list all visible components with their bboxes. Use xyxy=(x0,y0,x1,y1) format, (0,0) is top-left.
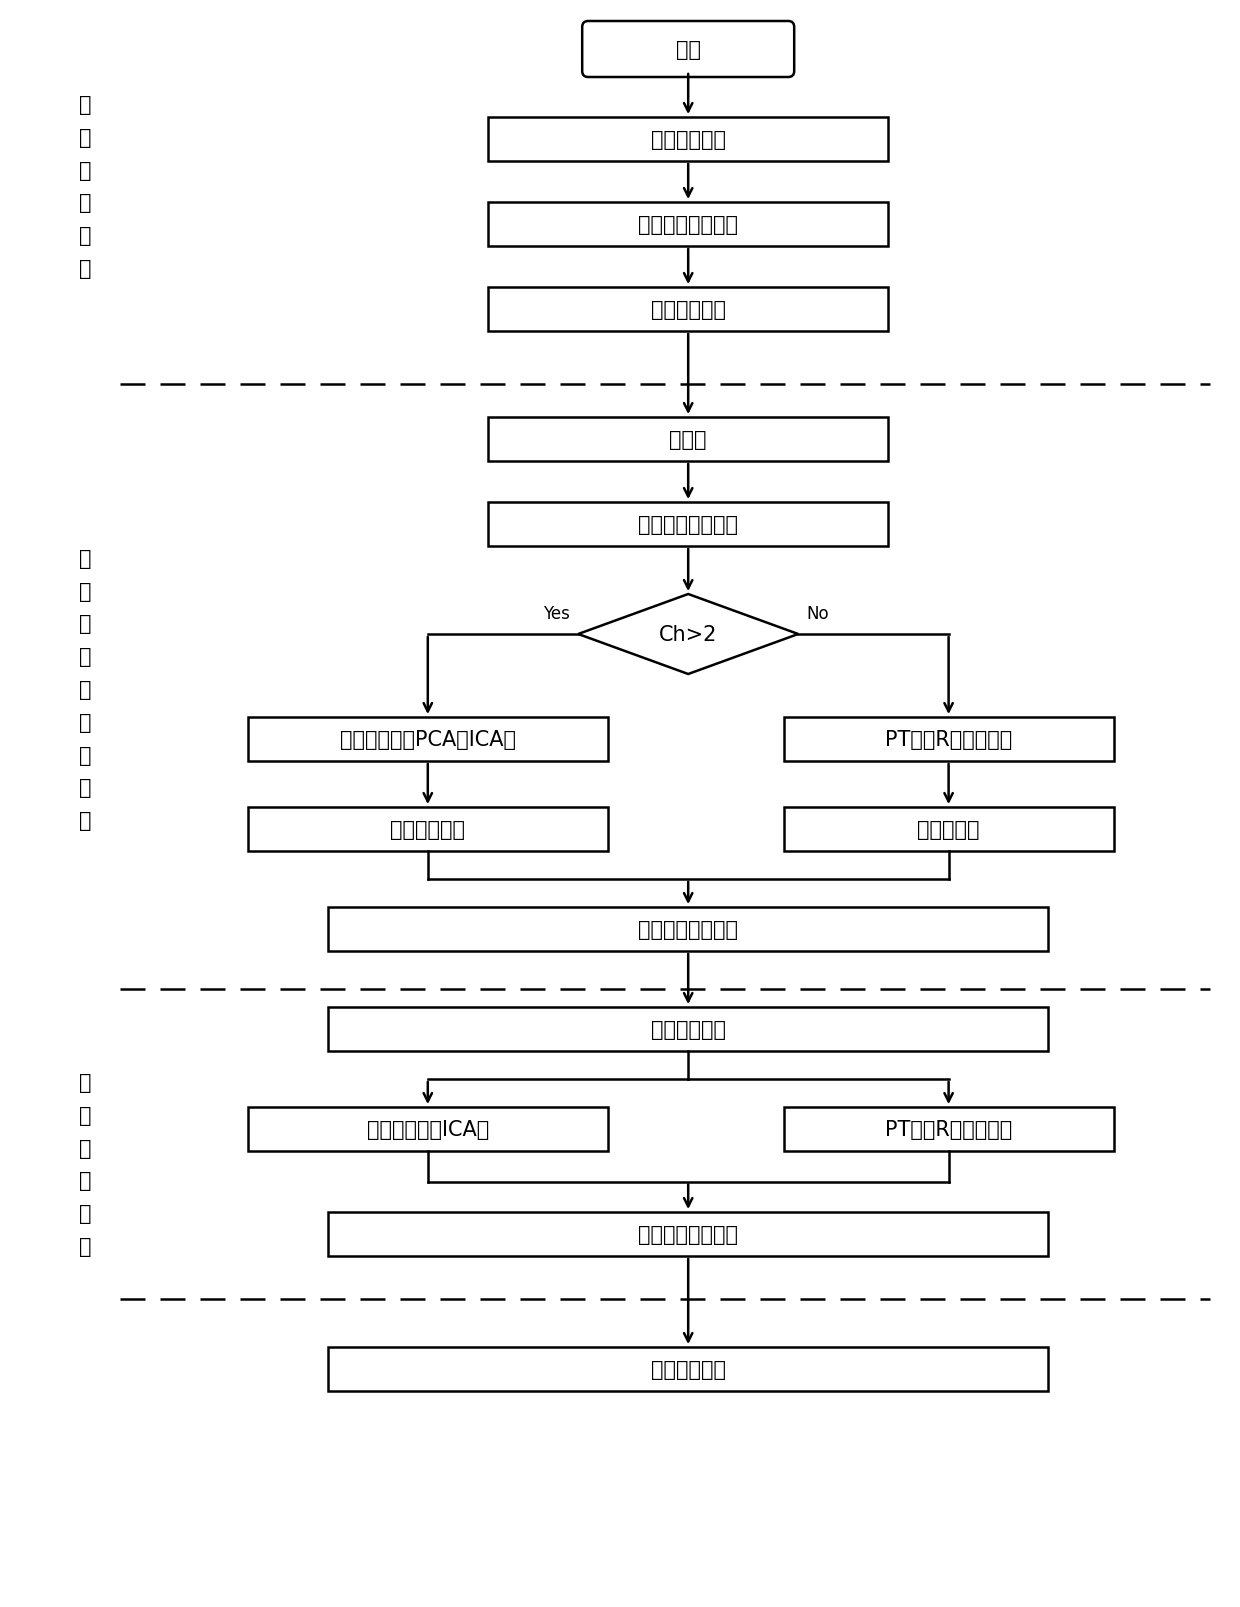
Text: 无线通讯模块: 无线通讯模块 xyxy=(651,1360,725,1379)
Text: PT算法R波峰值定位: PT算法R波峰值定位 xyxy=(885,730,1012,749)
Text: 母体信号分析处理: 母体信号分析处理 xyxy=(639,919,738,940)
Text: 按图示贴电极: 按图示贴电极 xyxy=(651,130,725,149)
Bar xyxy=(784,718,1114,762)
Text: 胎
儿
信
号
分
析: 胎 儿 信 号 分 析 xyxy=(79,1072,92,1257)
Polygon shape xyxy=(578,595,799,675)
Text: 母
体
信
号
分
离
、
分
析: 母 体 信 号 分 离 、 分 析 xyxy=(79,548,92,831)
Bar xyxy=(489,117,888,162)
Text: 盲源分析法（PCA，ICA）: 盲源分析法（PCA，ICA） xyxy=(340,730,516,749)
Bar xyxy=(784,807,1114,852)
Text: Ch>2: Ch>2 xyxy=(658,625,718,644)
Bar xyxy=(248,718,608,762)
Bar xyxy=(248,1107,608,1151)
Text: 开始: 开始 xyxy=(676,40,701,59)
Bar xyxy=(329,908,1048,951)
Text: 胎儿信号分析处理: 胎儿信号分析处理 xyxy=(639,1225,738,1244)
Bar xyxy=(489,503,888,546)
Text: 心电信号检测模块: 心电信号检测模块 xyxy=(639,215,738,235)
Bar xyxy=(489,288,888,331)
Text: Yes: Yes xyxy=(543,604,570,622)
Text: PT算法R波峰值定位: PT算法R波峰值定位 xyxy=(885,1120,1012,1139)
FancyBboxPatch shape xyxy=(583,22,794,79)
Bar xyxy=(329,1212,1048,1257)
Text: 通道选择模块: 通道选择模块 xyxy=(391,820,465,839)
Bar xyxy=(489,202,888,247)
Text: 模数转换模块: 模数转换模块 xyxy=(651,301,725,320)
Text: 母体信号滤除: 母体信号滤除 xyxy=(651,1019,725,1040)
Bar xyxy=(329,1347,1048,1392)
Bar xyxy=(784,1107,1114,1151)
Bar xyxy=(489,418,888,461)
Bar xyxy=(248,807,608,852)
Bar xyxy=(329,1008,1048,1051)
Text: 模板匹配法: 模板匹配法 xyxy=(918,820,980,839)
Text: 信号质量评估模块: 信号质量评估模块 xyxy=(639,514,738,535)
Text: No: No xyxy=(806,604,828,622)
Text: 预处理: 预处理 xyxy=(670,429,707,450)
Text: 混
合
信
号
采
集: 混 合 信 号 采 集 xyxy=(79,95,92,280)
Text: 盲源分析法（ICA）: 盲源分析法（ICA） xyxy=(367,1120,489,1139)
